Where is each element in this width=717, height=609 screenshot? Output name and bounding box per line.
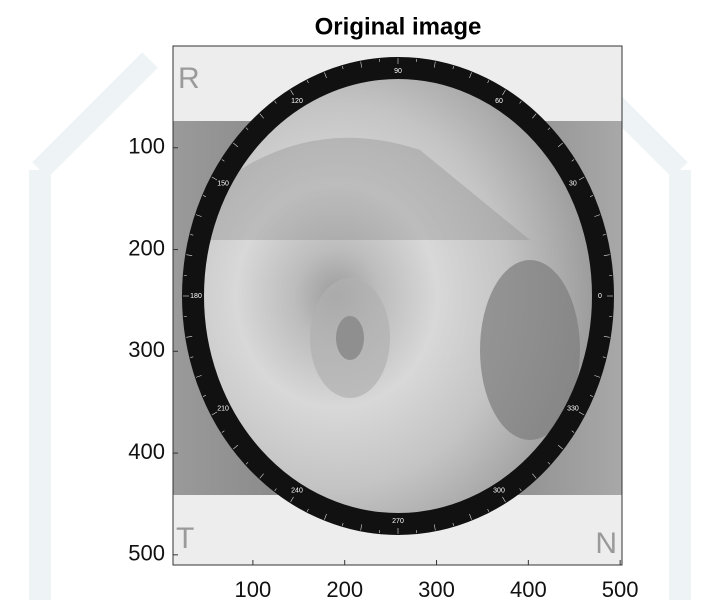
ring-label: 210 — [217, 405, 229, 412]
x-tick-label: 400 — [510, 577, 547, 602]
y-tick-label: 500 — [128, 541, 165, 566]
ring-label: 240 — [291, 488, 303, 495]
x-tick-label: 200 — [326, 577, 363, 602]
x-tick-label: 500 — [602, 577, 639, 602]
chart-title: Original image — [315, 13, 482, 40]
ring-label: 120 — [291, 98, 303, 105]
ring-label: 0 — [598, 293, 602, 300]
ring-label: 150 — [217, 180, 229, 187]
x-tick-label: 100 — [235, 577, 272, 602]
chart: Original image 1002003004005001002003004… — [0, 0, 717, 609]
ring-label: 330 — [567, 405, 579, 412]
ring-label: 300 — [493, 488, 505, 495]
ring-label: 90 — [394, 68, 402, 75]
map-contour — [336, 316, 364, 360]
ring-label: 180 — [190, 293, 202, 300]
x-tick-label: 300 — [418, 577, 455, 602]
y-tick-label: 200 — [128, 235, 165, 260]
ring-label: 60 — [495, 98, 503, 105]
corner-label: N — [595, 527, 617, 560]
corner-label: T — [176, 522, 194, 555]
y-tick-label: 100 — [128, 134, 165, 159]
ring-label: 30 — [569, 180, 577, 187]
page: {"chart_data": {"type": "image", "title"… — [0, 0, 717, 609]
y-tick-label: 400 — [128, 439, 165, 464]
y-tick-label: 300 — [128, 337, 165, 362]
corner-label: R — [178, 62, 200, 95]
ring-label: 270 — [392, 518, 404, 525]
